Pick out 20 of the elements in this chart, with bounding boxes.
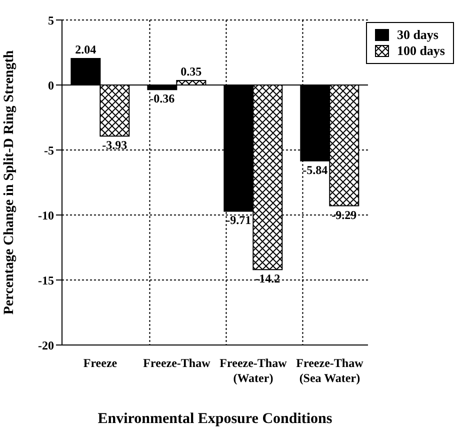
data-label: -0.36 (150, 92, 175, 106)
legend-label: 30 days (396, 27, 438, 43)
y-tick-label: -10 (38, 208, 54, 222)
x-tick-label: Freeze-Thaw (143, 356, 211, 370)
data-label: 0.35 (180, 64, 202, 78)
x-tick-label: Freeze-Thaw (Water) (220, 356, 288, 385)
x-tick-label: Freeze (83, 356, 118, 370)
data-label: -3.93 (102, 138, 128, 152)
y-tick-label: 0 (48, 78, 54, 92)
y-tick-label: -5 (44, 143, 54, 158)
data-label: -9.71 (226, 213, 252, 228)
y-tick-label: -20 (38, 338, 54, 352)
data-label: 2.04 (75, 42, 96, 56)
y-axis-title: Percentage Change in Split-D Ring Strength (2, 50, 17, 315)
legend-label: 100 days (396, 43, 445, 59)
y-tick-label: -15 (38, 273, 54, 288)
x-tick-label: Freeze-Thaw (Sea Water) (296, 356, 364, 385)
y-tick-label: 5 (48, 13, 54, 28)
x-axis-title: Environmental Exposure Conditions (98, 411, 332, 427)
data-label: -5.84 (302, 162, 328, 177)
